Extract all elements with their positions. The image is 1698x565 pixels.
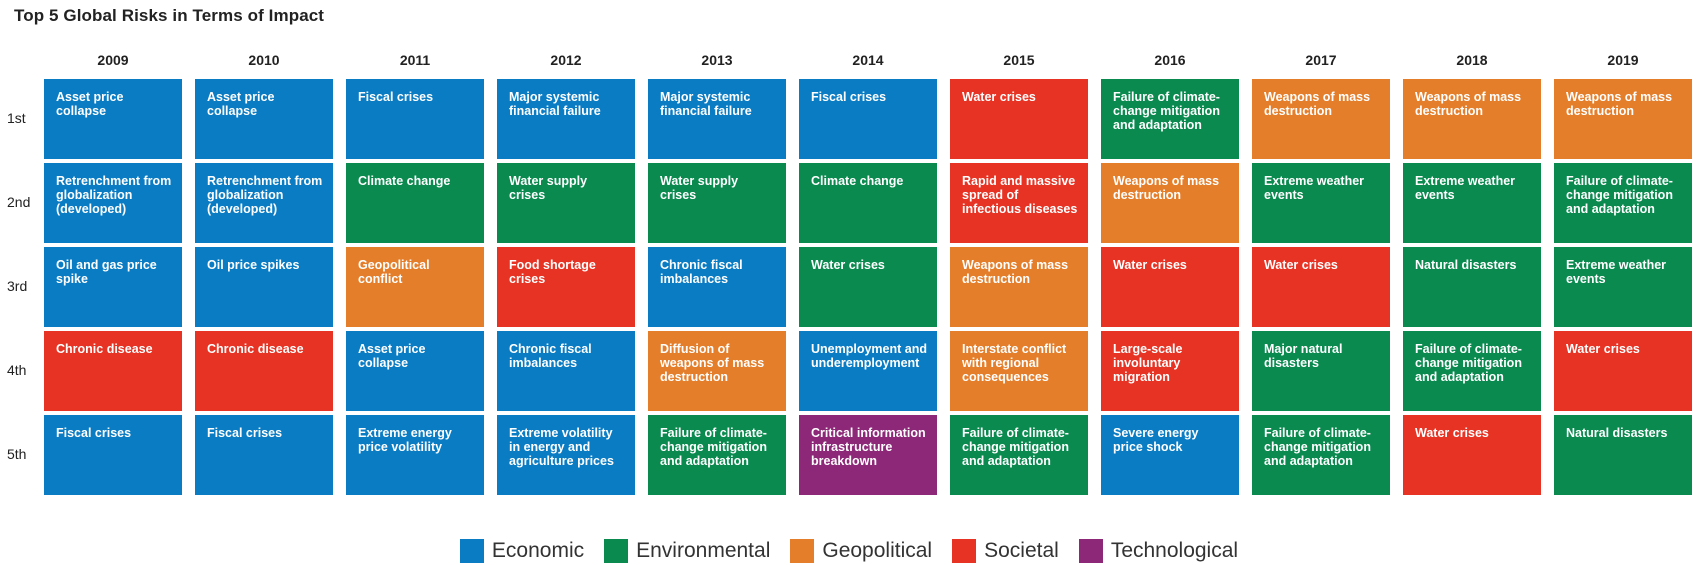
risk-cell: Failure of climate-change mitigation and… [1554,163,1692,243]
rank-label-3rd: 3rd [7,278,28,294]
rank-label-1st: 1st [7,110,26,126]
legend-swatch-geopolitical [790,539,815,563]
risk-cell: Water crises [799,247,937,327]
legend-label-technological: Technological [1110,539,1239,562]
risk-cell: Major systemic financial failure [497,79,635,159]
risk-cell: Severe energy price shock [1101,415,1239,495]
rank-label-5th: 5th [7,446,27,462]
risk-cell: Weapons of mass destruction [950,247,1088,327]
risk-cell: Failure of climate-change mitigation and… [1101,79,1239,159]
risk-cell: Large-scale involuntary migration [1101,331,1239,411]
year-header-2010: 2010 [248,52,280,68]
risk-cell: Retrenchment from globalization (develop… [44,163,182,243]
legend-item-technological: Technological [1078,539,1239,563]
year-header-2019: 2019 [1607,52,1639,68]
chart-title: Top 5 Global Risks in Terms of Impact [14,6,325,25]
risk-cell: Extreme weather events [1554,247,1692,327]
risk-cell: Chronic fiscal imbalances [648,247,786,327]
risk-cell: Extreme weather events [1252,163,1390,243]
risk-cell: Failure of climate-change mitigation and… [950,415,1088,495]
legend-item-societal: Societal [952,539,1059,563]
year-header-2012: 2012 [550,52,582,68]
year-header-2017: 2017 [1305,52,1337,68]
risk-cell: Failure of climate-change mitigation and… [648,415,786,495]
legend-label-geopolitical: Geopolitical [822,539,933,562]
risk-cell: Natural disasters [1403,247,1541,327]
risk-cell: Rapid and massive spread of infectious d… [950,163,1088,243]
year-header-2018: 2018 [1456,52,1488,68]
risk-cell: Natural disasters [1554,415,1692,495]
risk-cell: Water supply crises [648,163,786,243]
legend-swatch-technological [1078,539,1103,563]
risk-cell: Oil price spikes [195,247,333,327]
risk-cell: Fiscal crises [346,79,484,159]
risk-cell: Fiscal crises [44,415,182,495]
legend-label-societal: Societal [984,539,1059,562]
risk-cell: Failure of climate-change mitigation and… [1403,331,1541,411]
risk-cell: Failure of climate-change mitigation and… [1252,415,1390,495]
legend-swatch-societal [952,539,977,563]
risk-cell: Asset price collapse [195,79,333,159]
year-header-2011: 2011 [399,52,431,68]
risk-cell: Retrenchment from globalization (develop… [195,163,333,243]
risk-cell: Climate change [346,163,484,243]
year-header-2009: 2009 [97,52,129,68]
risk-cell: Geopolitical conflict [346,247,484,327]
year-header-2015: 2015 [1003,52,1035,68]
year-header-2016: 2016 [1154,52,1186,68]
risk-cell: Asset price collapse [346,331,484,411]
risk-cell: Weapons of mass destruction [1403,79,1541,159]
legend-item-geopolitical: Geopolitical [790,539,932,563]
rank-label-2nd: 2nd [7,194,31,210]
risk-cell: Food shortage crises [497,247,635,327]
risk-cell: Water crises [1403,415,1541,495]
risk-cell: Diffusion of weapons of mass destruction [648,331,786,411]
risk-cell: Climate change [799,163,937,243]
legend-label-environmental: Environmental [636,539,771,562]
risk-cell: Critical information infrastructure brea… [799,415,937,495]
risk-cell: Chronic fiscal imbalances [497,331,635,411]
risk-cell: Water crises [1554,331,1692,411]
legend-swatch-economic [459,539,484,563]
risk-cell: Weapons of mass destruction [1252,79,1390,159]
legend-item-economic: Economic [459,539,585,563]
risk-cell: Oil and gas price spike [44,247,182,327]
risk-cell: Fiscal crises [195,415,333,495]
rank-label-4th: 4th [7,362,27,378]
risk-cell: Unemployment and underemployment [799,331,937,411]
risk-cell: Chronic disease [195,331,333,411]
risk-cell: Weapons of mass destruction [1554,79,1692,159]
risk-cell: Weapons of mass destruction [1101,163,1239,243]
risk-cell: Extreme weather events [1403,163,1541,243]
year-header-2014: 2014 [852,52,884,68]
legend-swatch-environmental [604,539,629,563]
year-header-2013: 2013 [701,52,733,68]
risk-cell: Major natural disasters [1252,331,1390,411]
risk-cell: Chronic disease [44,331,182,411]
legend-item-environmental: Environmental [604,539,770,563]
risk-cell: Asset price collapse [44,79,182,159]
risk-cell: Extreme volatility in energy and agricul… [497,415,635,495]
risk-cell: Water crises [1252,247,1390,327]
risk-cell: Interstate conflict with regional conseq… [950,331,1088,411]
risk-cell: Water crises [1101,247,1239,327]
legend: Economic Environmental Geopolitical Soci… [0,539,1698,563]
risk-cell: Water crises [950,79,1088,159]
risk-cell: Extreme energy price volatility [346,415,484,495]
risk-cell: Fiscal crises [799,79,937,159]
legend-label-economic: Economic [491,539,585,562]
risk-cell: Water supply crises [497,163,635,243]
risk-cell: Major systemic financial failure [648,79,786,159]
